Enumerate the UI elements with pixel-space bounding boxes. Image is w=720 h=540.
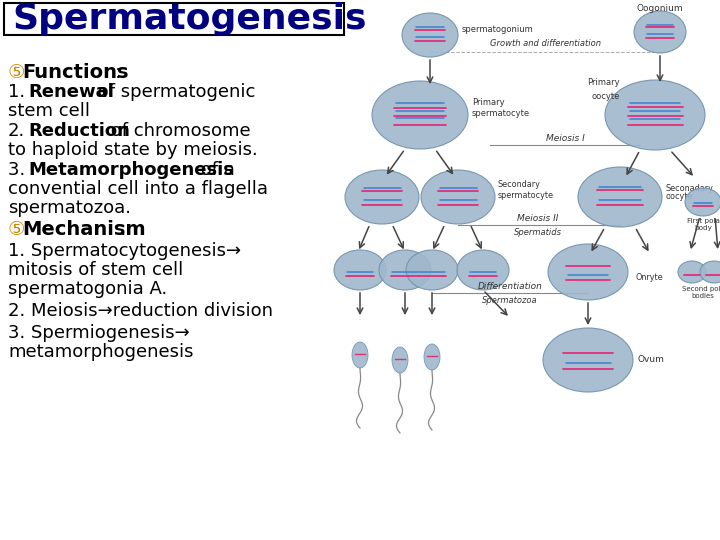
Ellipse shape — [392, 347, 408, 373]
Ellipse shape — [685, 188, 720, 216]
Text: stem cell: stem cell — [8, 102, 90, 120]
FancyBboxPatch shape — [4, 3, 344, 35]
Text: Oogonium: Oogonium — [636, 4, 683, 13]
Text: oocyte: oocyte — [665, 192, 693, 201]
Ellipse shape — [543, 328, 633, 392]
Ellipse shape — [372, 81, 468, 149]
Ellipse shape — [379, 250, 431, 290]
Text: spermatozoa.: spermatozoa. — [8, 199, 131, 217]
Text: Metamorphogenesis: Metamorphogenesis — [28, 161, 234, 179]
Ellipse shape — [334, 250, 386, 290]
Text: 3.: 3. — [8, 161, 31, 179]
Text: ⑤: ⑤ — [8, 63, 25, 82]
Text: oocyte: oocyte — [592, 92, 620, 101]
Text: Ovum: Ovum — [638, 355, 665, 364]
Text: Reduction: Reduction — [28, 122, 130, 140]
Ellipse shape — [345, 170, 419, 224]
Text: Renewal: Renewal — [28, 83, 114, 101]
Text: Spermatogenesis: Spermatogenesis — [12, 2, 366, 36]
Text: of spermatogenic: of spermatogenic — [92, 83, 256, 101]
Text: Meiosis II: Meiosis II — [517, 214, 559, 223]
Text: First pola
body: First pola body — [687, 218, 719, 231]
Text: 2.: 2. — [8, 122, 25, 140]
Ellipse shape — [424, 344, 440, 370]
Text: Differentiation: Differentiation — [477, 282, 542, 291]
Text: Primary: Primary — [588, 78, 620, 87]
Text: Meiosis I: Meiosis I — [546, 134, 585, 143]
Text: metamorphogenesis: metamorphogenesis — [8, 343, 194, 361]
Text: convential cell into a flagella: convential cell into a flagella — [8, 180, 268, 198]
Text: of chromosome: of chromosome — [105, 122, 251, 140]
Ellipse shape — [578, 167, 662, 227]
Text: Spermatids: Spermatids — [514, 228, 562, 237]
Text: Growth and differentiation: Growth and differentiation — [490, 39, 600, 48]
Ellipse shape — [406, 250, 458, 290]
Ellipse shape — [700, 261, 720, 283]
Text: 2. Meiosis→reduction division: 2. Meiosis→reduction division — [8, 302, 273, 320]
Text: Onryte: Onryte — [635, 273, 662, 282]
Text: Second pola
bodies: Second pola bodies — [682, 286, 720, 299]
Text: mitosis of stem cell: mitosis of stem cell — [8, 261, 184, 279]
Ellipse shape — [352, 342, 368, 368]
Text: 1. Spermatocytogenesis→: 1. Spermatocytogenesis→ — [8, 242, 241, 260]
Text: :: : — [115, 63, 122, 82]
Ellipse shape — [421, 170, 495, 224]
Text: Functions: Functions — [22, 63, 128, 82]
Text: ⑤: ⑤ — [8, 220, 25, 239]
Text: Spermatozoa: Spermatozoa — [482, 296, 538, 305]
Ellipse shape — [457, 250, 509, 290]
Text: 3. Spermiogenesis→: 3. Spermiogenesis→ — [8, 324, 190, 342]
Text: Seconadary: Seconadary — [665, 184, 713, 193]
Text: Secondary
spermatocyte: Secondary spermatocyte — [498, 180, 554, 200]
Text: Primary
spermatocyte: Primary spermatocyte — [472, 98, 530, 118]
Ellipse shape — [634, 11, 686, 53]
Text: :: : — [120, 220, 127, 239]
Text: 1.: 1. — [8, 83, 25, 101]
Text: to haploid state by meiosis.: to haploid state by meiosis. — [8, 141, 258, 159]
Ellipse shape — [402, 13, 458, 57]
Ellipse shape — [678, 261, 706, 283]
Text: of a: of a — [195, 161, 235, 179]
Ellipse shape — [605, 80, 705, 150]
Text: spermatogonium: spermatogonium — [462, 25, 534, 35]
Ellipse shape — [548, 244, 628, 300]
Text: Mechanism: Mechanism — [22, 220, 145, 239]
Text: spermatogonia A.: spermatogonia A. — [8, 280, 167, 298]
